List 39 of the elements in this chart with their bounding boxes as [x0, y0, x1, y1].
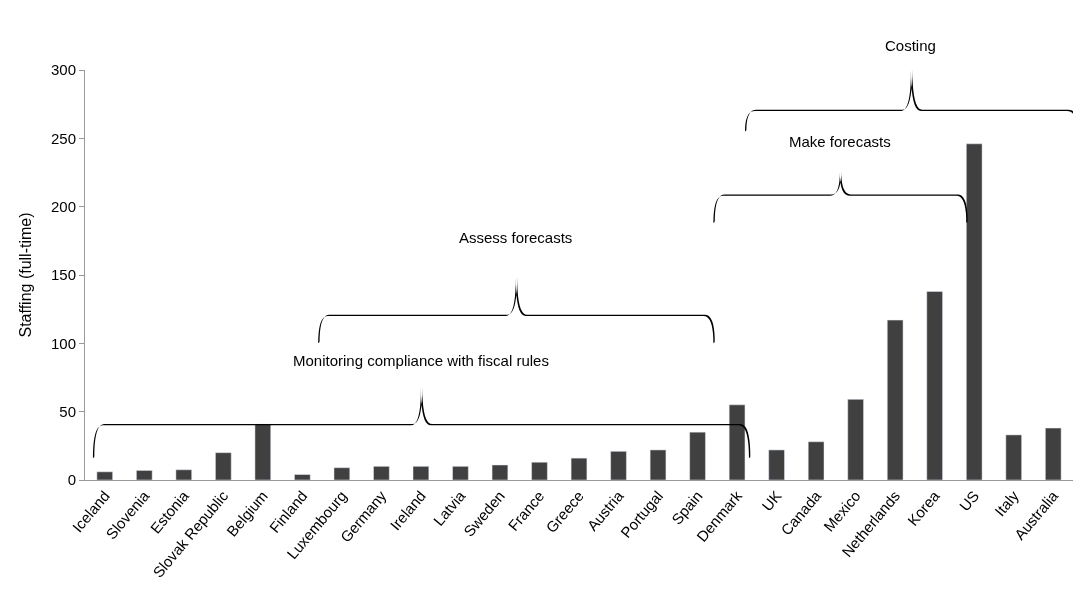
bar: [1005, 434, 1022, 480]
bar: [175, 469, 192, 480]
annotation: Monitoring compliance with fiscal rules: [293, 352, 549, 369]
bar: [254, 423, 271, 480]
bar: [570, 457, 588, 480]
bar: [294, 474, 311, 480]
x-tick-label: UK: [758, 487, 785, 515]
bar: [966, 143, 983, 480]
bar: [768, 449, 785, 480]
bar: [373, 466, 390, 480]
x-tick-label: US: [955, 487, 983, 515]
bar: [847, 399, 864, 480]
y-tick-label: 150: [50, 266, 76, 284]
bar: [491, 464, 509, 480]
bar: [136, 470, 153, 480]
bar: [689, 431, 706, 480]
y-tick-label: 300: [50, 61, 76, 79]
bar: [649, 449, 667, 480]
y-tick-label: 250: [50, 129, 76, 147]
y-tick-label: 0: [67, 471, 76, 489]
bar: [807, 441, 825, 480]
bar: [926, 291, 943, 480]
bar: [728, 404, 746, 480]
y-tick-label: 50: [59, 402, 76, 420]
bar: [887, 319, 904, 480]
text: Costing: [885, 37, 936, 54]
bar: [96, 471, 113, 480]
bar: [531, 461, 548, 480]
y-tick-label: 200: [50, 197, 76, 215]
bar: [1045, 427, 1062, 480]
bar: [412, 466, 430, 480]
y-axis-title: Staffing (full-time): [16, 212, 34, 338]
bar: [333, 467, 351, 480]
y-tick-label: 100: [50, 334, 76, 352]
bar: [610, 451, 627, 480]
annotation: Make forecasts: [789, 133, 891, 150]
annotation: Assess forecasts: [459, 229, 573, 246]
bar: [215, 452, 232, 480]
bar: [452, 466, 469, 480]
